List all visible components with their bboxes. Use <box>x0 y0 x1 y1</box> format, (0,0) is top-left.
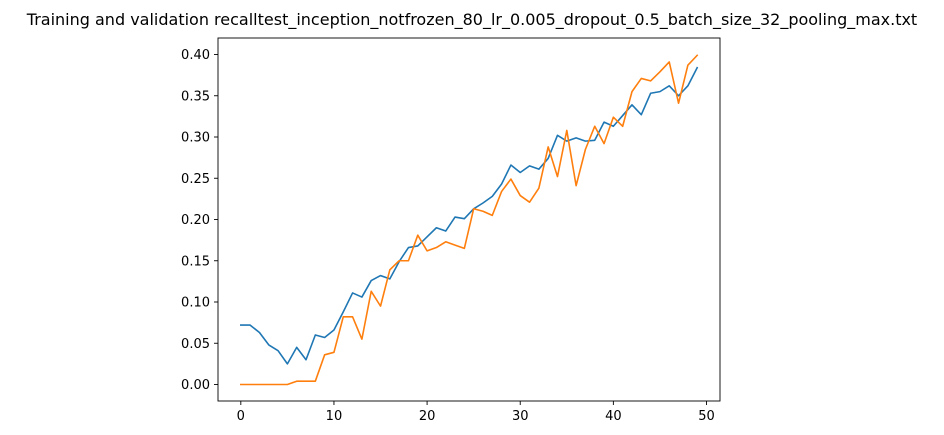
x-tick-label: 50 <box>698 409 715 424</box>
series-line-2 <box>240 54 699 386</box>
y-tick-label: 0.40 <box>181 48 210 63</box>
x-tick-label: 10 <box>326 409 343 424</box>
y-tick-label: 0.30 <box>181 131 210 146</box>
y-tick-label: 0.35 <box>181 89 210 104</box>
y-tick-label: 0.05 <box>181 337 210 352</box>
x-tick-label: 0 <box>237 409 245 424</box>
x-tick-label: 20 <box>419 409 436 424</box>
axes-frame <box>217 37 721 402</box>
y-tick-label: 0.20 <box>181 213 210 228</box>
chart-title: Training and validation recalltest_incep… <box>26 10 918 29</box>
y-tick-label: 0.10 <box>181 296 210 311</box>
y-tick-label: 0.25 <box>181 172 210 187</box>
series-line-1 <box>240 66 699 365</box>
y-tick-label: 0.00 <box>181 378 210 393</box>
x-tick-label: 40 <box>605 409 622 424</box>
y-tick-label: 0.15 <box>181 254 210 269</box>
x-tick-label: 30 <box>512 409 529 424</box>
